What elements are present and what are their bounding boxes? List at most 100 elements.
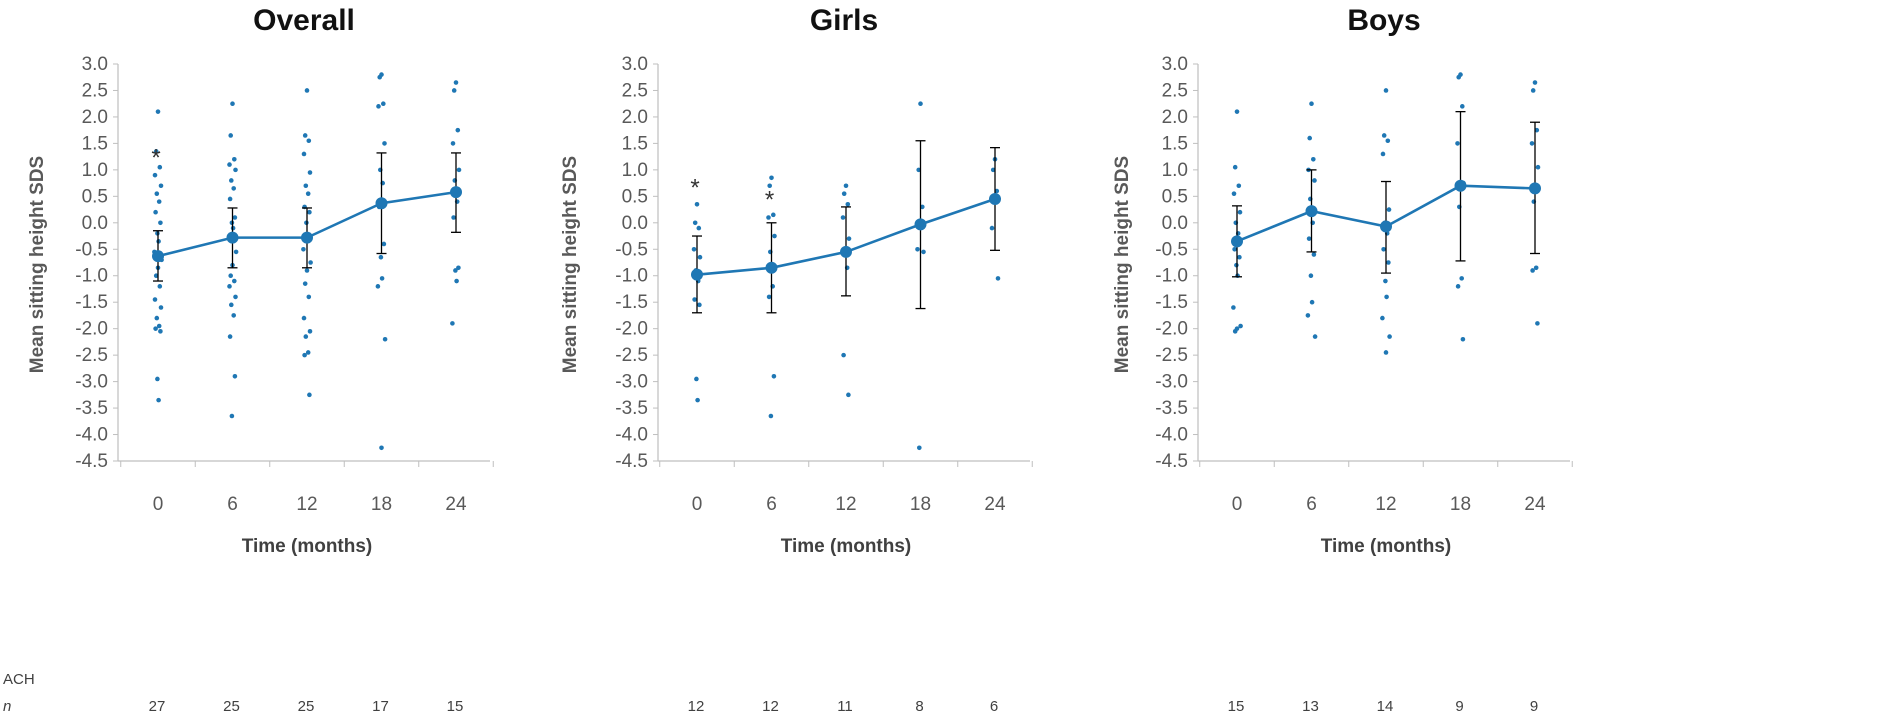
y-tick-label: 2.5 xyxy=(82,80,108,101)
chart-title: Girls xyxy=(810,4,878,37)
individual-point xyxy=(450,321,455,326)
individual-point xyxy=(233,294,238,300)
n-value: 8 xyxy=(915,698,923,715)
y-tick-label: -0.5 xyxy=(75,239,108,260)
individual-point xyxy=(1231,305,1236,310)
y-tick-label: 3.0 xyxy=(622,54,648,75)
y-tick-label: -3.5 xyxy=(1155,398,1188,419)
individual-point xyxy=(918,101,923,106)
y-tick-label: -2.5 xyxy=(75,345,108,366)
individual-point xyxy=(1309,299,1315,305)
individual-point xyxy=(694,201,700,207)
n-value: 27 xyxy=(149,698,166,715)
individual-point xyxy=(375,284,381,289)
significance-star: * xyxy=(690,175,699,202)
individual-point xyxy=(692,297,697,302)
individual-point xyxy=(301,151,307,157)
individual-point xyxy=(1232,164,1238,170)
individual-point xyxy=(232,374,238,379)
individual-point xyxy=(153,326,158,331)
y-tick-label: -4.0 xyxy=(75,425,108,446)
n-value: 15 xyxy=(1228,698,1245,715)
mean-marker xyxy=(450,186,462,199)
y-tick-label: -2.0 xyxy=(615,319,648,340)
individual-point xyxy=(1381,246,1386,252)
individual-point xyxy=(846,392,851,398)
y-tick-label: 1.5 xyxy=(1162,133,1188,154)
individual-point xyxy=(301,246,306,252)
individual-point xyxy=(302,352,307,358)
individual-point xyxy=(921,249,926,255)
x-tick-label: 0 xyxy=(153,494,164,515)
y-tick-label: 2.5 xyxy=(622,80,648,101)
y-tick-label: -2.5 xyxy=(1155,345,1188,366)
individual-point xyxy=(157,164,163,170)
individual-point xyxy=(1307,135,1312,141)
x-tick-label: 12 xyxy=(296,494,317,515)
footer-group-label: ACH xyxy=(3,671,35,688)
individual-point xyxy=(845,201,851,207)
mean-marker xyxy=(1380,220,1392,233)
individual-point xyxy=(1459,276,1464,281)
individual-point xyxy=(229,302,234,308)
y-tick-label: 0.5 xyxy=(82,186,108,207)
x-tick-label: 18 xyxy=(910,494,931,515)
y-tick-label: -2.5 xyxy=(615,345,648,366)
n-value: 25 xyxy=(223,698,240,715)
x-axis-label: Time (months) xyxy=(1321,536,1452,557)
individual-point xyxy=(156,199,162,204)
y-tick-label: 1.0 xyxy=(82,160,108,181)
individual-point xyxy=(382,336,388,342)
individual-point xyxy=(308,260,313,265)
mean-marker xyxy=(989,192,1001,205)
n-value: 11 xyxy=(837,698,853,715)
y-tick-label: 3.0 xyxy=(1162,54,1188,75)
individual-point xyxy=(1311,252,1317,257)
mean-marker xyxy=(840,245,852,258)
y-tick-label: -4.0 xyxy=(615,425,648,446)
individual-point xyxy=(1460,336,1466,342)
individual-point xyxy=(301,315,307,321)
individual-point xyxy=(229,178,234,183)
individual-point xyxy=(1385,138,1391,144)
individual-point xyxy=(153,209,158,215)
individual-point xyxy=(1535,321,1540,326)
individual-point xyxy=(1237,209,1243,215)
individual-point xyxy=(302,133,308,138)
x-tick-label: 24 xyxy=(984,494,1006,515)
x-tick-label: 24 xyxy=(445,494,467,515)
individual-point xyxy=(228,133,233,138)
individual-point xyxy=(768,413,774,419)
individual-point xyxy=(152,297,158,302)
individual-point xyxy=(772,233,777,239)
individual-point xyxy=(304,88,310,93)
individual-point xyxy=(767,183,772,189)
individual-point xyxy=(453,80,459,85)
individual-point xyxy=(303,183,309,189)
individual-point xyxy=(158,220,163,226)
y-tick-label: 2.0 xyxy=(82,107,108,128)
y-tick-label: 0.0 xyxy=(82,213,108,234)
individual-point xyxy=(302,281,308,286)
individual-point xyxy=(766,215,771,220)
n-value: 12 xyxy=(762,698,779,715)
mean-marker xyxy=(375,197,388,210)
y-tick-label: -4.5 xyxy=(615,451,648,472)
individual-point xyxy=(381,101,386,106)
individual-point xyxy=(379,276,385,281)
y-axis-label: Mean sitting height SDS xyxy=(27,156,48,373)
individual-point xyxy=(1386,260,1391,265)
mean-marker xyxy=(301,231,313,244)
individual-point xyxy=(233,167,238,173)
individual-point xyxy=(305,350,311,355)
individual-point xyxy=(1234,109,1240,114)
y-tick-label: 0.0 xyxy=(622,213,648,234)
mean-marker xyxy=(152,250,164,263)
individual-point xyxy=(1460,104,1465,109)
x-tick-label: 0 xyxy=(692,494,703,515)
individual-point xyxy=(840,215,846,220)
n-value: 9 xyxy=(1455,698,1463,715)
n-value: 6 xyxy=(990,698,998,715)
mean-marker xyxy=(691,268,703,281)
mean-marker xyxy=(1305,205,1318,218)
